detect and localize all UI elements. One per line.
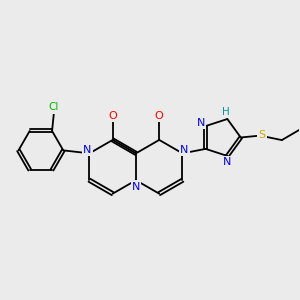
Text: H: H — [222, 107, 229, 117]
Text: O: O — [108, 111, 117, 121]
Text: N: N — [197, 118, 205, 128]
Text: N: N — [180, 145, 189, 154]
Text: N: N — [223, 157, 232, 167]
Text: Cl: Cl — [49, 103, 59, 112]
Text: N: N — [132, 182, 140, 192]
Text: N: N — [83, 145, 92, 154]
Text: O: O — [155, 111, 164, 121]
Text: S: S — [259, 130, 266, 140]
